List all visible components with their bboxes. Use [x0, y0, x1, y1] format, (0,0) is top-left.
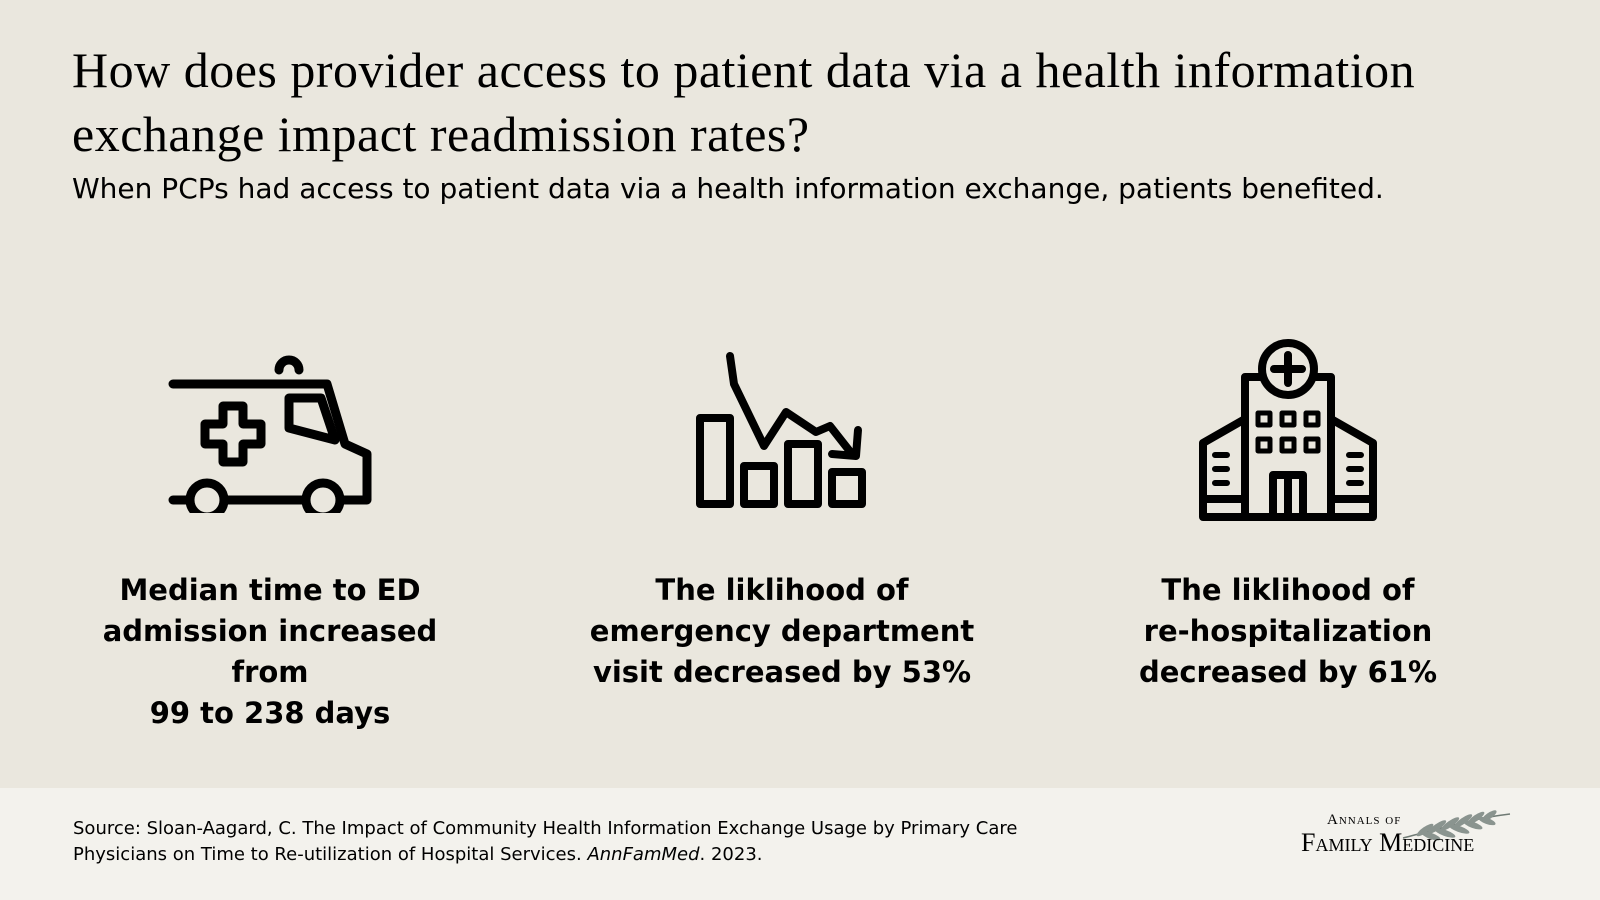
- stat-ed-visit-likelihood: The liklihood of emergency department vi…: [572, 330, 992, 693]
- source-citation: Source: Sloan-Aagard, C. The Impact of C…: [73, 816, 1073, 868]
- stat-text: The liklihood of emergency department vi…: [589, 573, 975, 689]
- page-subtitle: When PCPs had access to patient data via…: [72, 172, 1384, 205]
- leaf-icon: [1402, 810, 1511, 841]
- source-year: . 2023.: [699, 844, 763, 865]
- annals-family-medicine-logo: Annals of Family Medicine: [1295, 806, 1545, 866]
- logo-bottom-text: Family Medicine: [1301, 828, 1475, 857]
- source-text: Source: Sloan-Aagard, C. The Impact of C…: [73, 818, 1018, 865]
- stat-ed-admission-time: Median time to ED admission increased fr…: [60, 330, 480, 734]
- stat-text: The liklihood of re-hospitalization decr…: [1138, 573, 1438, 689]
- journal-name: AnnFamMed: [587, 844, 700, 865]
- logo-top-text: Annals of: [1327, 812, 1402, 828]
- hospital-icon: [1078, 330, 1498, 530]
- ambulance-icon: [60, 330, 480, 530]
- stat-rehospitalization-likelihood: The liklihood of re-hospitalization decr…: [1078, 330, 1498, 693]
- page-title: How does provider access to patient data…: [72, 42, 1416, 162]
- declining-chart-icon: [572, 330, 992, 530]
- footer: Source: Sloan-Aagard, C. The Impact of C…: [0, 788, 1600, 900]
- stat-text: Median time to ED admission increased fr…: [102, 573, 438, 730]
